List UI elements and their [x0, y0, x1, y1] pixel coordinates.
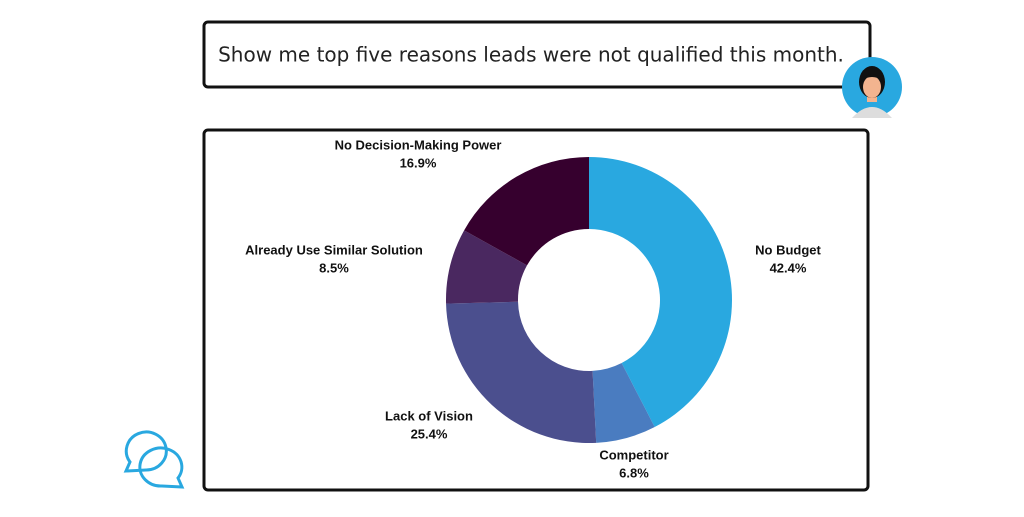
prompt-text: Show me top five reasons leads were not …	[218, 43, 844, 67]
donut-chart: No Budget 42.4% Competitor 6.8% Lack of Visi…	[245, 137, 821, 480]
slice-label: No Decision-Making Power	[335, 137, 502, 152]
slice-label: Lack of Vision	[385, 408, 473, 423]
slice-value: 42.4%	[770, 260, 807, 275]
slice	[592, 363, 655, 443]
avatar	[842, 57, 902, 118]
slice	[464, 157, 589, 266]
slice-label: No Budget	[755, 242, 821, 257]
slice	[589, 157, 732, 428]
slice-label: Already Use Similar Solution	[245, 242, 423, 257]
slice	[446, 230, 527, 304]
slice	[446, 301, 597, 444]
slice-label: Competitor	[599, 447, 668, 462]
chat-icon	[123, 430, 185, 489]
slice-value: 25.4%	[411, 426, 448, 441]
slice-value: 16.9%	[400, 155, 437, 170]
slice-value: 6.8%	[619, 465, 649, 480]
slice-value: 8.5%	[319, 260, 349, 275]
prompt-bubble	[202, 20, 872, 89]
